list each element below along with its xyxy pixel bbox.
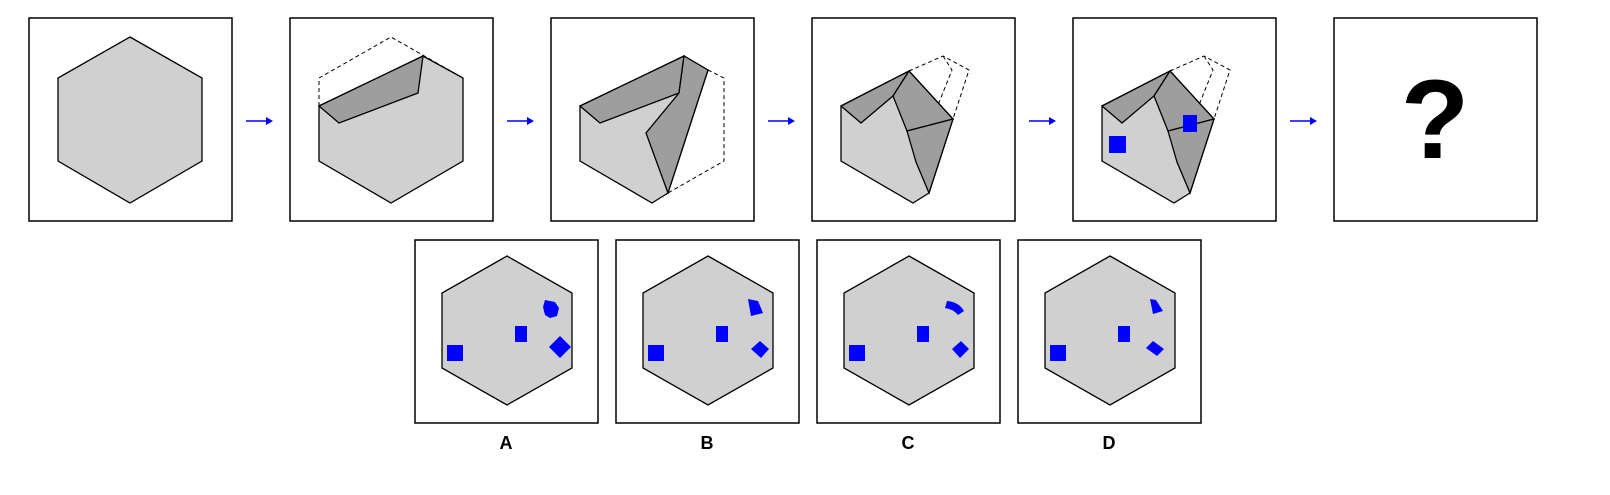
question-mark: ? <box>1401 57 1469 182</box>
blue-square-marker <box>1146 341 1164 356</box>
sequence-step-6: ? <box>1333 17 1538 222</box>
option-c[interactable] <box>816 239 1001 424</box>
option-b[interactable] <box>615 239 800 424</box>
fold-flap <box>317 54 424 124</box>
blue-square-marker <box>1150 299 1163 314</box>
blue-square-marker <box>751 341 769 358</box>
folded-away-outline <box>937 55 953 106</box>
right-arrow-head-icon <box>1049 117 1056 125</box>
option-a-label[interactable]: A <box>499 433 513 453</box>
sequence-arrow-5 <box>1290 117 1317 125</box>
hexagon-shape <box>441 255 573 406</box>
blue-square-marker <box>1050 345 1066 361</box>
sequence-arrow-3 <box>768 117 795 125</box>
question-frame <box>1333 17 1538 222</box>
folded-away-outline <box>318 36 464 106</box>
folded-away-outline <box>1169 55 1231 120</box>
sequence-step-3 <box>550 17 755 222</box>
sequence-step-5 <box>1072 17 1277 222</box>
blue-square-marker <box>1118 326 1130 342</box>
blue-square-marker <box>447 345 463 361</box>
option-d[interactable] <box>1017 239 1202 424</box>
sequence-arrow-2 <box>507 117 534 125</box>
blue-square-marker <box>952 341 969 358</box>
folded-away-outline <box>908 55 970 120</box>
blue-square-marker <box>945 301 964 315</box>
sequence-step-4 <box>811 17 1016 222</box>
blue-square-marker <box>515 326 527 342</box>
hexagon-shape <box>1044 255 1176 406</box>
blue-square-marker <box>543 300 559 318</box>
hexagon-shape <box>843 255 975 406</box>
hexagon-shape <box>57 36 203 204</box>
right-arrow-head-icon <box>1310 117 1317 125</box>
sequence-step-2 <box>289 17 494 222</box>
blue-square-marker <box>549 336 571 358</box>
folded-away-outline <box>1198 55 1214 106</box>
option-d-label[interactable]: D <box>1102 433 1116 453</box>
option-a[interactable] <box>414 239 599 424</box>
blue-square-marker <box>716 326 728 342</box>
sequence-arrow-4 <box>1029 117 1056 125</box>
option-b-label[interactable]: B <box>700 433 714 453</box>
right-arrow-head-icon <box>527 117 534 125</box>
option-c-label[interactable]: C <box>901 433 915 453</box>
right-arrow-head-icon <box>266 117 273 125</box>
sequence-arrow-1 <box>246 117 273 125</box>
blue-square-marker <box>917 326 929 342</box>
blue-square-marker <box>1183 115 1197 132</box>
fold-flap <box>906 118 954 195</box>
hexagon-shape <box>642 255 774 406</box>
folded-away-outline <box>667 69 725 194</box>
blue-square-marker <box>1109 136 1126 153</box>
blue-square-marker <box>748 299 763 316</box>
right-arrow-head-icon <box>788 117 795 125</box>
blue-square-marker <box>849 345 865 361</box>
blue-square-marker <box>648 345 664 361</box>
fold-flap <box>645 54 709 195</box>
sequence-step-1 <box>28 17 233 222</box>
